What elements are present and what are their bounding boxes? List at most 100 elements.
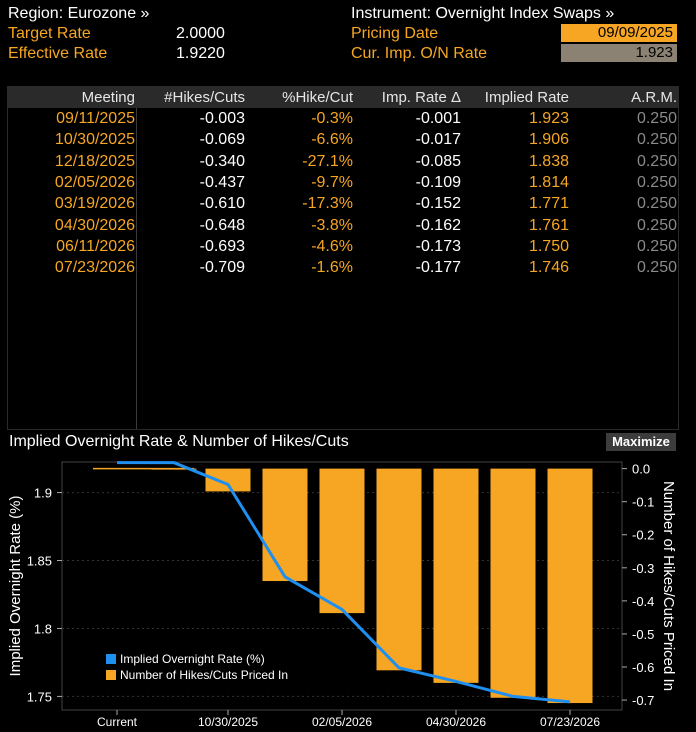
cell-arm: 0.250	[636, 216, 677, 234]
pricing-date-input[interactable]: 09/09/2025	[561, 24, 677, 42]
cell-pct-hike-cut: -1.6%	[311, 259, 353, 277]
cell-implied-rate: 1.814	[528, 173, 569, 191]
cell-implied-rate: 1.906	[528, 131, 569, 149]
cell-meeting: 03/19/2026	[54, 195, 135, 213]
x-tick-label: 10/30/2025	[198, 715, 258, 729]
table-row[interactable]: 02/05/2026 -0.437 -9.7% -0.109 1.814 0.250	[8, 172, 678, 193]
target-rate-label: Target Rate	[8, 25, 91, 42]
col-imp-rate-delta[interactable]: Imp. Rate Δ	[381, 89, 461, 106]
cell-imp-rate-delta: -0.109	[415, 173, 461, 191]
bar	[262, 468, 308, 582]
x-tick-label: 04/30/2026	[426, 715, 486, 729]
cell-meeting: 07/23/2026	[54, 259, 135, 277]
right-tick-label: -0.4	[632, 594, 654, 609]
region-selector[interactable]: Region: Eurozone »	[8, 5, 150, 22]
cell-pct-hike-cut: -4.6%	[311, 237, 353, 255]
cell-meeting: 06/11/2026	[56, 237, 135, 255]
table-header: Meeting #Hikes/Cuts %Hike/Cut Imp. Rate …	[8, 87, 678, 108]
cell-hikes-cuts: -0.340	[199, 152, 245, 170]
cell-meeting: 10/30/2025	[54, 131, 135, 149]
maximize-button[interactable]: Maximize	[606, 433, 676, 451]
target-rate-value: 2.0000	[176, 25, 225, 42]
cell-hikes-cuts: -0.437	[199, 173, 245, 191]
table-row[interactable]: 06/11/2026 -0.693 -4.6% -0.173 1.750 0.250	[8, 236, 678, 257]
table-row[interactable]: 03/19/2026 -0.610 -17.3% -0.152 1.771 0.250	[8, 193, 678, 214]
legend-box	[100, 648, 310, 686]
column-divider	[136, 108, 137, 429]
bar	[319, 468, 365, 614]
cell-implied-rate: 1.923	[528, 110, 569, 127]
right-tick-label: -0.7	[632, 693, 654, 708]
x-tick-label: 02/05/2026	[312, 715, 372, 729]
col-meeting[interactable]: Meeting	[81, 89, 135, 106]
cell-pct-hike-cut: -3.8%	[311, 216, 353, 234]
cell-arm: 0.250	[636, 195, 677, 213]
bar	[151, 468, 197, 470]
cell-implied-rate: 1.838	[528, 152, 569, 170]
cur-imp-rate-value: 1.923	[561, 44, 677, 62]
right-axis-title: Number of Hikes/Cuts Priced In	[660, 481, 677, 691]
right-tick-label: 0.0	[632, 462, 650, 477]
x-tick-label: Current	[97, 715, 138, 729]
cell-hikes-cuts: -0.709	[199, 259, 245, 277]
cell-meeting: 04/30/2026	[54, 216, 135, 234]
implied-rate-line	[117, 461, 571, 704]
table-row[interactable]: 10/30/2025 -0.069 -6.6% -0.017 1.906 0.250	[8, 129, 678, 150]
bar	[490, 468, 536, 698]
cell-imp-rate-delta: -0.173	[415, 237, 461, 255]
cell-implied-rate: 1.761	[528, 216, 569, 234]
legend-swatch-line	[106, 654, 116, 664]
table-row[interactable]: 09/11/2025 -0.003 -0.3% -0.001 1.923 0.250	[8, 108, 678, 129]
table-row[interactable]: 04/30/2026 -0.648 -3.8% -0.162 1.761 0.250	[8, 215, 678, 236]
legend-label-line: Implied Overnight Rate (%)	[120, 652, 265, 666]
left-axis-title: Implied Overnight Rate (%)	[7, 496, 24, 677]
right-tick-label: -0.6	[632, 660, 654, 675]
table-row[interactable]: 07/23/2026 -0.709 -1.6% -0.177 1.746 0.250	[8, 257, 678, 278]
cell-meeting: 09/11/2025	[56, 110, 135, 127]
cell-pct-hike-cut: -17.3%	[302, 195, 353, 213]
col-implied-rate[interactable]: Implied Rate	[484, 89, 569, 106]
cell-imp-rate-delta: -0.177	[415, 259, 461, 277]
col-pct-hike-cut[interactable]: %Hike/Cut	[282, 89, 353, 106]
cell-arm: 0.250	[636, 173, 677, 191]
cell-imp-rate-delta: -0.017	[415, 131, 461, 149]
rate-chart: 1.9 1.85 1.8 1.75 0.0 -0.1 -0.2 -0.3 -0.4 -0.5 -0.…	[7, 461, 677, 729]
cell-arm: 0.250	[636, 152, 677, 170]
cell-imp-rate-delta: -0.162	[415, 216, 461, 234]
bar	[433, 468, 479, 683]
cell-arm: 0.250	[636, 237, 677, 255]
cell-hikes-cuts: -0.648	[199, 216, 245, 234]
cur-imp-rate-label: Cur. Imp. O/N Rate	[351, 45, 488, 62]
cell-hikes-cuts: -0.610	[199, 195, 245, 213]
cell-hikes-cuts: -0.003	[199, 110, 245, 127]
effective-rate-value: 1.9220	[176, 45, 225, 62]
left-tick-label: 1.9	[34, 486, 52, 501]
table-row[interactable]: 12/18/2025 -0.340 -27.1% -0.085 1.838 0.250	[8, 151, 678, 172]
cell-hikes-cuts: -0.693	[199, 237, 245, 255]
left-tick-label: 1.75	[27, 689, 52, 704]
cell-meeting: 12/18/2025	[54, 152, 135, 170]
cell-imp-rate-delta: -0.001	[415, 110, 461, 127]
cell-arm: 0.250	[636, 131, 677, 149]
bar	[547, 468, 593, 704]
chart-title: Implied Overnight Rate & Number of Hikes…	[9, 433, 349, 450]
right-tick-label: -0.1	[632, 495, 654, 510]
cell-pct-hike-cut: -0.3%	[311, 110, 353, 127]
bar	[205, 468, 251, 492]
cell-meeting: 02/05/2026	[54, 173, 135, 191]
right-tick-label: -0.3	[632, 561, 654, 576]
left-tick-label: 1.85	[27, 554, 52, 569]
col-arm[interactable]: A.R.M.	[631, 89, 677, 106]
cell-implied-rate: 1.771	[528, 195, 569, 213]
legend-label-bar: Number of Hikes/Cuts Priced In	[120, 668, 288, 682]
pricing-date-label: Pricing Date	[351, 25, 439, 42]
cell-arm: 0.250	[636, 110, 677, 127]
col-hikes-cuts[interactable]: #Hikes/Cuts	[164, 89, 245, 106]
legend-swatch-bar	[106, 670, 116, 680]
cell-pct-hike-cut: -6.6%	[311, 131, 353, 149]
cell-pct-hike-cut: -9.7%	[311, 173, 353, 191]
chart-legend: Implied Overnight Rate (%) Number of Hike…	[100, 648, 310, 686]
cell-implied-rate: 1.746	[528, 259, 569, 277]
instrument-selector[interactable]: Instrument: Overnight Index Swaps »	[351, 5, 615, 22]
cell-implied-rate: 1.750	[528, 237, 569, 255]
